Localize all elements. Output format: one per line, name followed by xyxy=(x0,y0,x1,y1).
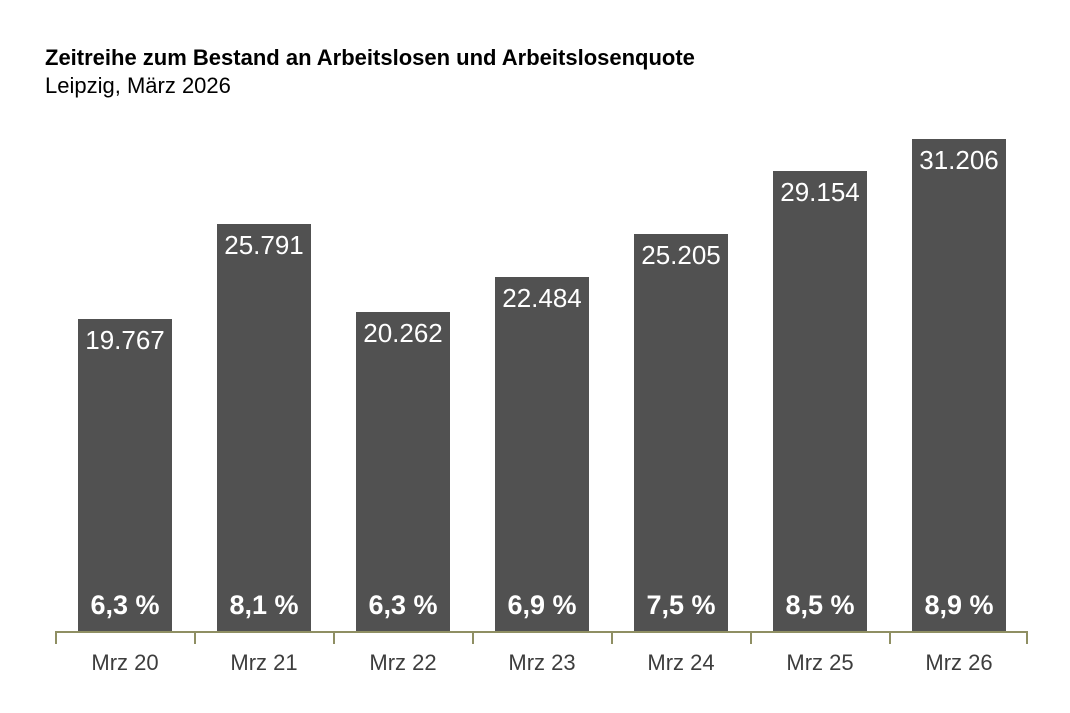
x-axis-tick xyxy=(1026,631,1028,644)
bar-rate-label: 6,3 % xyxy=(90,590,160,620)
bar-mrz-21: 25.791 8,1 % xyxy=(217,224,311,631)
bar-value-label: 19.767 xyxy=(85,325,165,355)
bar-rate-label: 6,9 % xyxy=(507,590,577,620)
bar-value-label: 25.791 xyxy=(224,230,304,260)
x-axis-line xyxy=(55,631,1028,633)
bar-value-label: 29.154 xyxy=(780,177,860,207)
x-axis-label-mrz-23: Mrz 23 xyxy=(508,650,576,675)
x-axis-label-mrz-26: Mrz 26 xyxy=(925,650,993,675)
bar-rate-label: 7,5 % xyxy=(646,590,716,620)
x-axis-label-mrz-21: Mrz 21 xyxy=(230,650,298,675)
bar-mrz-22: 20.262 6,3 % xyxy=(356,312,450,631)
bar-rate-label: 8,9 % xyxy=(924,590,994,620)
bar-mrz-25: 29.154 8,5 % xyxy=(773,171,867,631)
x-axis-tick xyxy=(472,631,474,644)
bar-value-label: 25.205 xyxy=(641,240,721,270)
bar-rate-label: 8,1 % xyxy=(229,590,299,620)
x-axis-tick xyxy=(750,631,752,644)
bar-mrz-26: 31.206 8,9 % xyxy=(912,139,1006,631)
bar-rate-label: 8,5 % xyxy=(785,590,855,620)
x-axis-tick xyxy=(194,631,196,644)
chart-header: Zeitreihe zum Bestand an Arbeitslosen un… xyxy=(45,44,695,100)
x-axis-label-mrz-20: Mrz 20 xyxy=(91,650,159,675)
bar-value-label: 22.484 xyxy=(502,283,582,313)
bar-rate-label: 6,3 % xyxy=(368,590,438,620)
bar-mrz-24: 25.205 7,5 % xyxy=(634,234,728,631)
x-axis-label-mrz-24: Mrz 24 xyxy=(647,650,715,675)
x-axis-label-mrz-22: Mrz 22 xyxy=(369,650,437,675)
bar-value-label: 31.206 xyxy=(919,145,999,175)
bar-value-label: 20.262 xyxy=(363,318,443,348)
x-axis-tick xyxy=(889,631,891,644)
chart-subtitle: Leipzig, März 2026 xyxy=(45,73,231,98)
x-axis-tick xyxy=(55,631,57,644)
x-axis-tick xyxy=(333,631,335,644)
chart-title: Zeitreihe zum Bestand an Arbeitslosen un… xyxy=(45,45,695,70)
x-axis-label-mrz-25: Mrz 25 xyxy=(786,650,854,675)
bar-mrz-20: 19.767 6,3 % xyxy=(78,319,172,631)
bar-mrz-23: 22.484 6,9 % xyxy=(495,277,589,631)
x-axis-tick xyxy=(611,631,613,644)
